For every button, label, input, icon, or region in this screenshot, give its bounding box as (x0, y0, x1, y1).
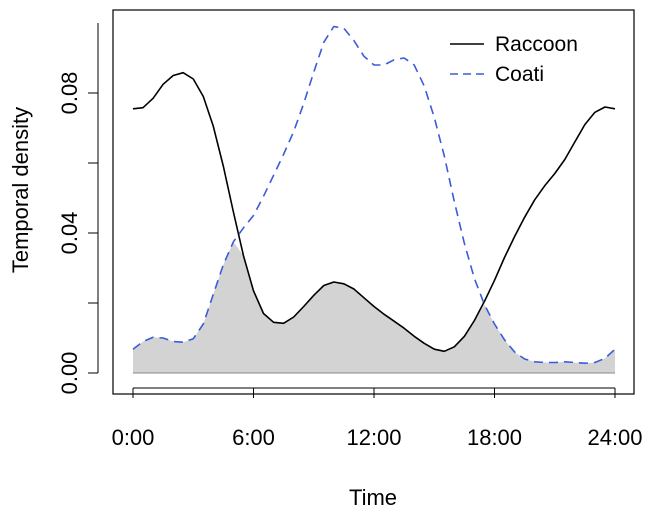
x-tick-label: 0:00 (112, 425, 155, 450)
x-axis-title: Time (349, 485, 397, 510)
legend-label-raccoon: Raccoon (495, 33, 578, 56)
series-line-coati (132, 25, 616, 364)
y-axis-title: Temporal density (8, 107, 33, 273)
axes-layer: 0:00 6:00 12:00 18:00 24:00 0.00 0.04 0.08 (57, 23, 643, 450)
x-tick-label: 6:00 (232, 425, 275, 450)
series-line-raccoon (132, 71, 616, 353)
x-tick-label: 18:00 (467, 425, 522, 450)
y-tick-label: 0.08 (57, 72, 82, 115)
series-lines-layer (132, 25, 616, 364)
legend: Raccoon Coati (450, 33, 578, 86)
x-tick-label: 24:00 (587, 425, 642, 450)
x-tick-label: 12:00 (346, 425, 401, 450)
y-tick-label: 0.04 (57, 212, 82, 255)
legend-label-coati: Coati (495, 63, 544, 86)
y-tick-label: 0.00 (57, 352, 82, 395)
